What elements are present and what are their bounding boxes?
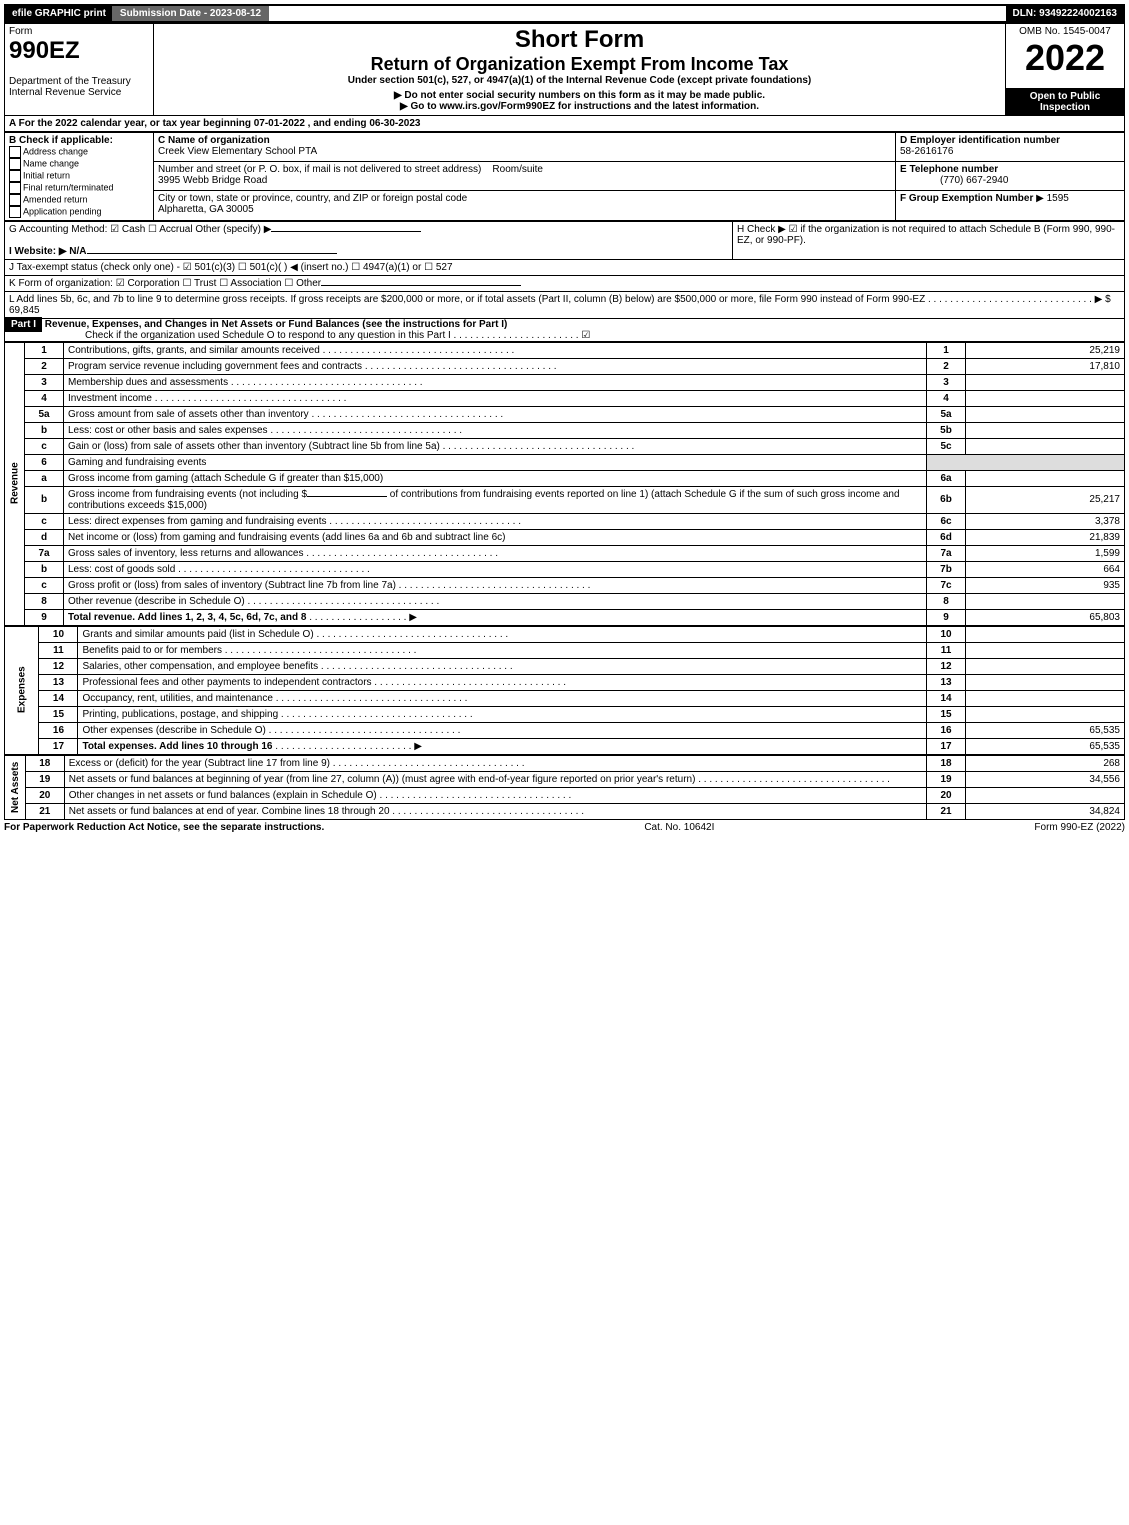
line16-val: 65,535 — [966, 722, 1125, 738]
line-a: A For the 2022 calendar year, or tax yea… — [4, 116, 1125, 132]
chk-address[interactable]: Address change — [9, 146, 149, 158]
chk-final[interactable]: Final return/terminated — [9, 182, 149, 194]
form-word: Form — [9, 26, 32, 37]
line6c-val: 3,378 — [966, 513, 1125, 529]
b-label: B Check if applicable: — [9, 135, 113, 146]
org-name: Creek View Elementary School PTA — [158, 146, 317, 157]
line2-val: 17,810 — [966, 358, 1125, 374]
footer-left: For Paperwork Reduction Act Notice, see … — [4, 822, 324, 833]
revenue-table: Revenue 1Contributions, gifts, grants, a… — [4, 342, 1125, 626]
submission-date: Submission Date - 2023-08-12 — [112, 6, 269, 21]
open-inspection: Open to Public Inspection — [1006, 88, 1125, 115]
line-j: J Tax-exempt status (check only one) - ☑… — [4, 260, 1125, 276]
line6d-val: 21,839 — [966, 529, 1125, 545]
phone-value: (770) 667-2940 — [900, 175, 1008, 186]
part1-heading: Revenue, Expenses, and Changes in Net As… — [45, 319, 508, 330]
efile-label: efile GRAPHIC print — [6, 6, 112, 21]
line-h: H Check ▶ ☑ if the organization is not r… — [733, 221, 1125, 259]
line-k: K Form of organization: ☑ Corporation ☐ … — [4, 276, 1125, 292]
chk-pending[interactable]: Application pending — [9, 206, 149, 218]
line1-val: 25,219 — [966, 342, 1125, 358]
irs-label: Internal Revenue Service — [9, 87, 121, 98]
room-label: Room/suite — [492, 164, 543, 175]
under-section: Under section 501(c), 527, or 4947(a)(1)… — [158, 75, 1001, 86]
revenue-vlabel: Revenue — [5, 342, 25, 625]
e-label: E Telephone number — [900, 164, 998, 175]
city-label: City or town, state or province, country… — [158, 193, 467, 204]
goto-note: Go to www.irs.gov/Form990EZ for instruct… — [158, 101, 1001, 112]
ein-value: 58-2616176 — [900, 146, 953, 157]
line17-val: 65,535 — [966, 738, 1125, 754]
form-header: Form 990EZ Department of the Treasury In… — [4, 23, 1125, 116]
entity-block: B Check if applicable: Address change Na… — [4, 132, 1125, 221]
street-label: Number and street (or P. O. box, if mail… — [158, 164, 481, 175]
netassets-vlabel: Net Assets — [5, 755, 26, 819]
line21-val: 34,824 — [966, 803, 1125, 819]
return-title: Return of Organization Exempt From Incom… — [158, 54, 1001, 75]
line7c-val: 935 — [966, 577, 1125, 593]
line7b-val: 664 — [966, 561, 1125, 577]
line-l: L Add lines 5b, 6c, and 7b to line 9 to … — [4, 292, 1125, 319]
line-g: G Accounting Method: ☑ Cash ☐ Accrual Ot… — [9, 224, 271, 235]
part1-check: Check if the organization used Schedule … — [5, 330, 590, 341]
chk-initial[interactable]: Initial return — [9, 170, 149, 182]
g-h-block: G Accounting Method: ☑ Cash ☐ Accrual Ot… — [4, 221, 1125, 260]
line6b-val: 25,217 — [966, 486, 1125, 513]
line19-val: 34,556 — [966, 771, 1125, 787]
short-form-title: Short Form — [158, 26, 1001, 54]
line7a-val: 1,599 — [966, 545, 1125, 561]
line18-val: 268 — [966, 755, 1125, 771]
d-label: D Employer identification number — [900, 135, 1060, 146]
dept-label: Department of the Treasury — [9, 76, 131, 87]
tax-year: 2022 — [1010, 37, 1120, 79]
chk-name[interactable]: Name change — [9, 158, 149, 170]
footer: For Paperwork Reduction Act Notice, see … — [4, 820, 1125, 833]
f-value: 1595 — [1047, 193, 1069, 204]
omb-number: OMB No. 1545-0047 — [1019, 26, 1111, 37]
street-value: 3995 Webb Bridge Road — [158, 175, 267, 186]
netassets-table: Net Assets 18Excess or (deficit) for the… — [4, 755, 1125, 820]
city-value: Alpharetta, GA 30005 — [158, 204, 254, 215]
c-name-label: C Name of organization — [158, 135, 270, 146]
dln-label: DLN: 93492224002163 — [1006, 6, 1123, 21]
chk-amended[interactable]: Amended return — [9, 194, 149, 206]
form-number: 990EZ — [9, 37, 80, 64]
line9-val: 65,803 — [966, 609, 1125, 625]
footer-cat: Cat. No. 10642I — [644, 822, 714, 833]
f-label: F Group Exemption Number — [900, 193, 1033, 204]
expenses-table: Expenses 10Grants and similar amounts pa… — [4, 626, 1125, 755]
top-bar: efile GRAPHIC print Submission Date - 20… — [4, 4, 1125, 23]
no-ssn-note: Do not enter social security numbers on … — [158, 90, 1001, 101]
line-i: I Website: ▶ N/A — [9, 246, 87, 257]
expenses-vlabel: Expenses — [5, 626, 39, 754]
f-arrow: ▶ — [1036, 193, 1044, 204]
footer-right: Form 990-EZ (2022) — [1034, 822, 1125, 833]
